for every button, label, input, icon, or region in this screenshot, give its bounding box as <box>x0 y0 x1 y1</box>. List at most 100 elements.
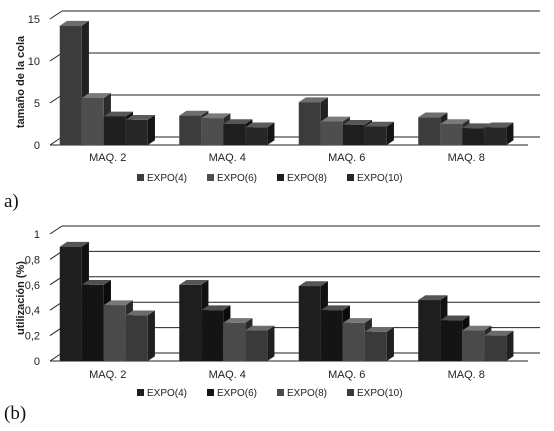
bar <box>342 322 365 361</box>
legend-swatch <box>207 389 214 396</box>
bar-top <box>103 300 133 306</box>
legend-label: EXPO(8) <box>287 173 327 184</box>
bar <box>59 246 82 361</box>
bar <box>125 315 148 361</box>
bar <box>440 320 463 361</box>
bar-top <box>81 280 111 285</box>
y-tick-label: 0,2 <box>25 331 40 343</box>
legend-swatch <box>347 389 354 396</box>
bar-top <box>125 310 155 316</box>
bar-top <box>320 116 350 122</box>
bar-top <box>440 119 470 124</box>
legend-label: EXPO(10) <box>357 173 403 184</box>
bar <box>125 119 148 145</box>
bar-top <box>462 123 492 129</box>
bar-top <box>342 318 372 323</box>
bar-top <box>418 295 448 301</box>
bar <box>103 116 126 145</box>
x-tick-label: MAQ. 2 <box>89 152 126 164</box>
bar-side <box>506 330 514 361</box>
bar-side <box>267 325 275 361</box>
panel-label: a) <box>4 191 19 212</box>
x-tick-label: MAQ. 8 <box>448 369 485 381</box>
y-tick-label: 15 <box>28 14 40 26</box>
bar <box>342 124 365 145</box>
bar-top <box>223 318 253 323</box>
bar <box>298 102 321 145</box>
bar-side <box>147 310 155 361</box>
y-tick-label: 1 <box>34 229 40 241</box>
bar <box>320 310 343 361</box>
y-axis-label: utilización (%) <box>15 261 27 335</box>
bar-top <box>201 305 231 311</box>
bar-top <box>298 281 328 287</box>
bar <box>364 331 387 361</box>
bar-top <box>179 110 209 116</box>
legend-label: EXPO(4) <box>147 388 187 399</box>
bar-top <box>201 113 231 119</box>
bar-top <box>125 115 155 120</box>
bar-top <box>103 111 133 117</box>
y-tick-label: 0 <box>34 140 40 152</box>
bar <box>103 305 126 361</box>
bar <box>223 124 246 145</box>
legend-label: EXPO(6) <box>217 173 257 184</box>
bar-top <box>418 112 448 118</box>
legend-swatch <box>277 389 284 396</box>
legend-swatch <box>137 389 144 396</box>
bar-top <box>81 93 111 98</box>
y-tick-label: 0,4 <box>25 305 40 317</box>
legend-swatch <box>347 174 354 181</box>
bar <box>223 322 246 361</box>
bar-top <box>223 119 253 124</box>
bar <box>81 97 104 145</box>
bar <box>59 25 82 145</box>
bar-top <box>320 305 350 311</box>
legend-label: EXPO(6) <box>217 388 257 399</box>
chart-utilization: 0 0,2 0,4 0,6 0,8 1 utilización (%) MAQ. 2 MAQ. … <box>4 225 540 424</box>
bar <box>418 300 441 361</box>
bar-top <box>364 121 394 127</box>
bar <box>418 117 441 145</box>
bar-side <box>386 121 394 145</box>
bar-side <box>506 122 514 145</box>
bar-side <box>267 122 275 145</box>
bar <box>201 118 224 145</box>
bar-side <box>386 326 394 361</box>
bar <box>320 121 343 145</box>
bar-top <box>364 326 394 332</box>
bar <box>298 286 321 361</box>
y-axis-label: tamaño de la cola <box>15 35 27 128</box>
bar <box>462 330 485 361</box>
bar <box>364 126 387 145</box>
bar-top <box>245 325 275 331</box>
gridline-depth <box>49 225 63 235</box>
legend-swatch <box>277 174 284 181</box>
y-tick-label: 5 <box>34 98 40 110</box>
bar-top <box>462 325 492 331</box>
y-tick-label: 0 <box>34 356 40 368</box>
y-tick-label: 0,8 <box>25 254 40 266</box>
bar-top <box>245 122 275 128</box>
bar-top <box>298 97 328 103</box>
bar-top <box>484 122 514 128</box>
x-tick-label: MAQ. 2 <box>89 369 126 381</box>
y-tick-label: 10 <box>28 56 40 68</box>
legend-label: EXPO(4) <box>147 173 187 184</box>
y-tick-label: 0,6 <box>25 280 40 292</box>
legend-label: EXPO(10) <box>357 388 403 399</box>
bar <box>440 124 463 145</box>
legend-swatch <box>207 174 214 181</box>
x-tick-label: MAQ. 4 <box>209 369 246 381</box>
bar <box>245 127 268 145</box>
panel-label: (b) <box>4 403 26 424</box>
bar <box>245 330 268 361</box>
bar <box>81 284 104 361</box>
bar <box>201 310 224 361</box>
gridline-depth <box>49 10 63 20</box>
bar <box>179 284 202 361</box>
bar-top <box>59 241 89 247</box>
x-tick-label: MAQ. 6 <box>328 369 365 381</box>
